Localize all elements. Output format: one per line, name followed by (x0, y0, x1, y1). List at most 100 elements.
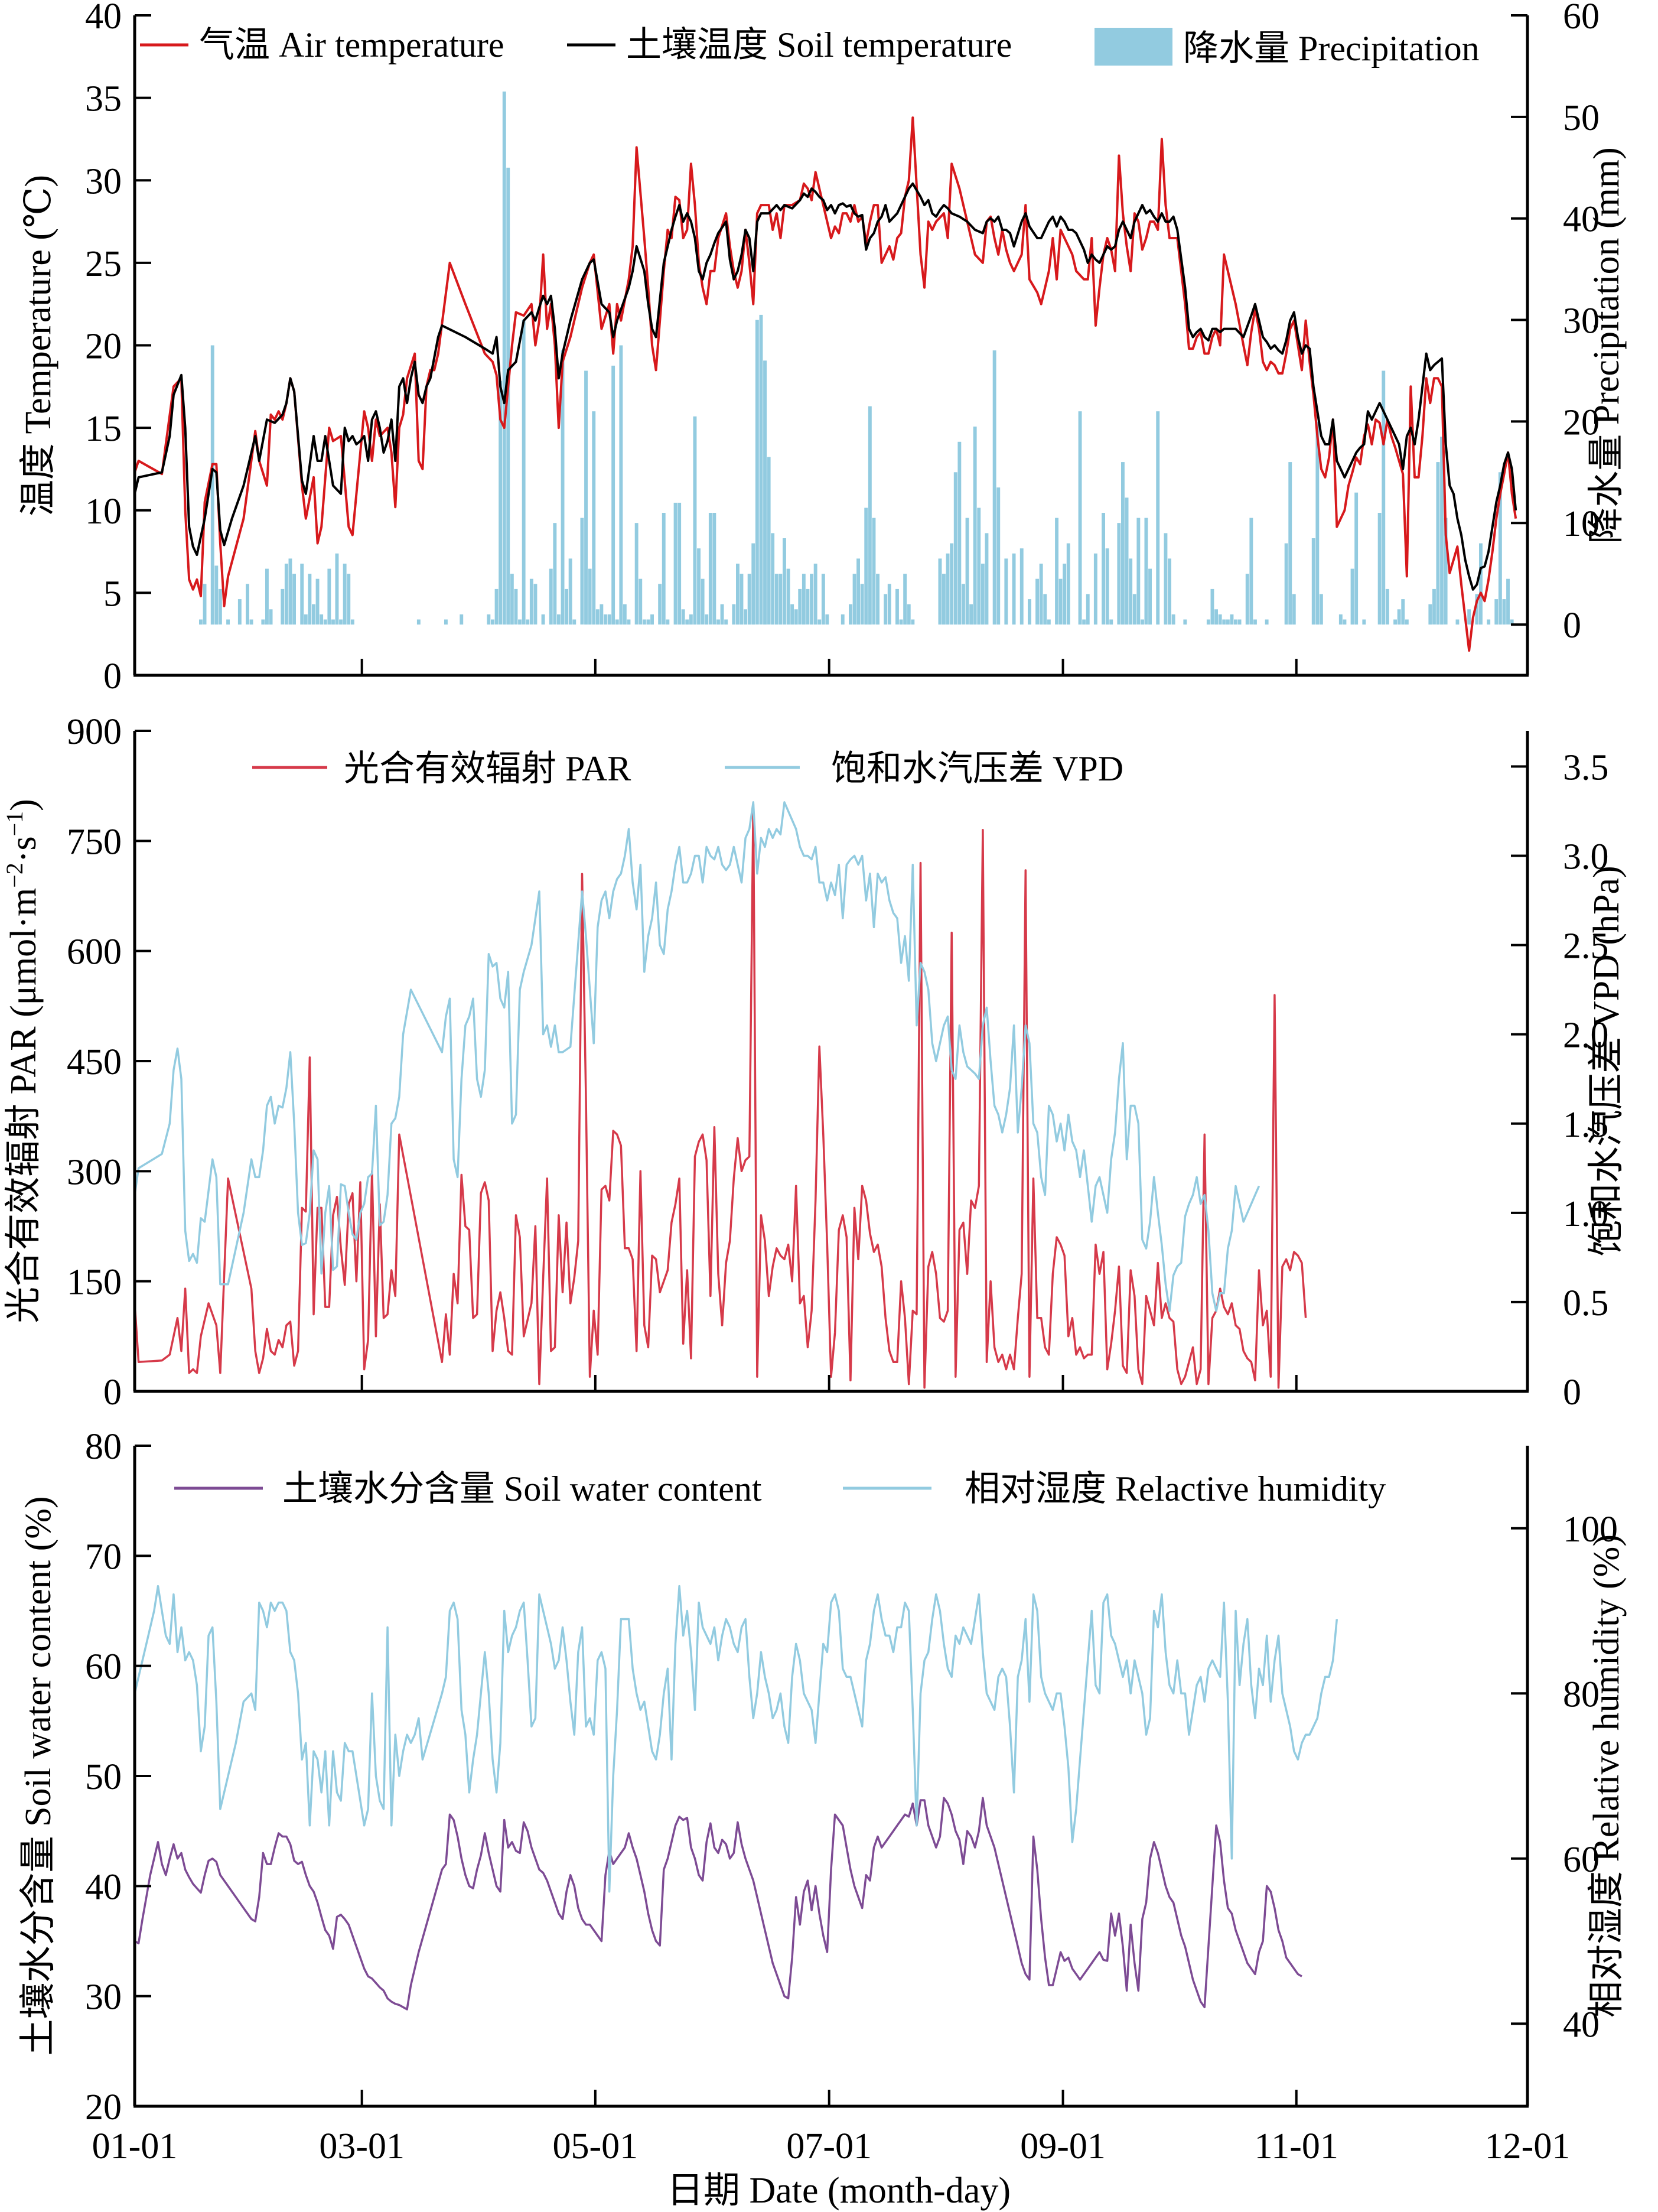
precipitation-bar (557, 614, 561, 625)
precipitation-bar (969, 604, 973, 625)
precipitation-bar (1035, 578, 1039, 624)
left-tick-label: 20 (85, 2087, 122, 2128)
precipitation-bar (1141, 619, 1144, 625)
right-tick-label: 2.5 (1563, 926, 1609, 967)
precipitation-bar (499, 380, 503, 624)
precipitation-bar (794, 609, 798, 625)
right-tick-label: 40 (1563, 2005, 1600, 2045)
precipitation-bar (335, 553, 339, 625)
precipitation-bar (1382, 370, 1386, 625)
bot-left-axis-title: 土壤水分含量 Soil water content (%) (18, 1496, 58, 2055)
precipitation-bar (284, 564, 288, 625)
mid-left-axis-title-sup2: −1 (1, 811, 28, 837)
precipitation-bar (642, 619, 646, 625)
precipitation-bar (895, 588, 899, 624)
left-tick-label: 50 (85, 1757, 122, 1797)
precipitation-bar (856, 558, 860, 625)
precipitation-bar (565, 588, 568, 624)
precipitation-bar (646, 619, 650, 625)
legend-label-soil-temperature: 土壤温度 Soil temperature (626, 25, 1012, 64)
relative-humidity-line (133, 1585, 1338, 1893)
top-left-axis-title: 温度 Temperature (℃) (18, 175, 58, 516)
air-temperature-line (133, 116, 1517, 652)
precipitation-bar (1350, 568, 1354, 625)
mid-left-axis-title-close: ) (4, 799, 44, 811)
precipitation-bar (1078, 411, 1082, 625)
precipitation-bar (1502, 599, 1506, 625)
precipitation-bar (553, 523, 557, 624)
precipitation-bar (1510, 619, 1514, 625)
precipitation-bar (981, 564, 985, 625)
right-tick-label: 0 (1563, 1372, 1581, 1413)
precipitation-bar (1393, 619, 1397, 625)
precipitation-bar (724, 619, 728, 625)
panel-soil-water-humidity: 20 30 40 50 60 70 80 40 60 80 100 01-01 03-01 05-01 07… (85, 1427, 1618, 2167)
panel-par-vpd: 0 150 300 450 600 750 900 0 0.5 1.0 1.5 2.0 2.5 3.0 3.… (67, 712, 1609, 1413)
left-tick-label: 450 (67, 1042, 122, 1082)
left-tick-label: 0 (103, 1372, 122, 1413)
precipitation-bar (312, 604, 315, 625)
right-tick-label: 3.0 (1563, 837, 1609, 877)
precipitation-bar (487, 614, 491, 625)
precipitation-bar (199, 619, 203, 625)
precipitation-bar (595, 609, 600, 625)
precipitation-bar (615, 619, 619, 625)
precipitation-bar (623, 604, 627, 625)
precipitation-bar (1475, 594, 1479, 625)
left-tick-label: 70 (85, 1537, 122, 1577)
precipitation-bar (529, 578, 533, 624)
vpd-line (133, 801, 1260, 1312)
precipitation-bar (806, 588, 810, 624)
precipitation-bar (265, 568, 269, 625)
precipitation-bar (697, 548, 701, 625)
precipitation-bar (774, 574, 778, 625)
precipitation-bar (588, 568, 592, 625)
legend-label-soil-water-content: 土壤水分含量 Soil water content (282, 1469, 762, 1508)
precipitation-bar (903, 574, 907, 625)
left-tick-label: 300 (67, 1152, 122, 1192)
precipitation-bar (1234, 619, 1237, 625)
precipitation-bar (1210, 588, 1214, 624)
precipitation-bar (1102, 513, 1105, 624)
precipitation-bar (677, 502, 682, 625)
precipitation-bar (1047, 619, 1051, 625)
right-tick-label: 0.5 (1563, 1283, 1609, 1323)
precipitation-bar (1121, 462, 1125, 625)
precipitation-bar (1028, 599, 1031, 625)
precipitation-bar (1164, 533, 1168, 625)
right-tick-label: 10 (1563, 504, 1600, 544)
precipitation-bar (1498, 472, 1502, 625)
precipitation-bar (887, 584, 891, 624)
precipitation-bar (825, 614, 829, 625)
precipitation-bar (666, 619, 670, 625)
precipitation-bar (868, 406, 872, 625)
precipitation-bar (1206, 619, 1210, 625)
left-tick-label: 10 (85, 492, 122, 532)
precipitation-bar (985, 533, 989, 625)
precipitation-bar (716, 619, 720, 625)
precipitation-bar (841, 614, 845, 625)
precipitation-bar (237, 599, 242, 625)
precipitation-bar (1253, 619, 1257, 625)
x-tick-label: 07-01 (786, 2126, 872, 2167)
precipitation-bar (872, 518, 876, 624)
left-tick-label: 5 (103, 574, 122, 614)
right-tick-label: 2.0 (1563, 1016, 1609, 1056)
precipitation-bar (533, 584, 538, 624)
precipitation-bar (907, 604, 911, 625)
precipitation-bar (876, 574, 880, 625)
left-tick-label: 750 (67, 822, 122, 862)
precipitation-bar (953, 472, 957, 625)
precipitation-bar (938, 558, 942, 625)
precipitation-bar (592, 411, 596, 625)
precipitation-bar (763, 360, 767, 625)
right-tick-label: 1.0 (1563, 1194, 1609, 1234)
precipitation-bar (1043, 594, 1047, 625)
left-tick-label: 30 (85, 161, 122, 201)
precipitation-bar (778, 574, 783, 625)
precipitation-bar (884, 594, 888, 625)
precipitation-bar (1343, 619, 1347, 625)
precipitation-bar (568, 558, 572, 625)
precipitation-bar (1117, 523, 1121, 624)
precipitation-bar (962, 584, 965, 624)
